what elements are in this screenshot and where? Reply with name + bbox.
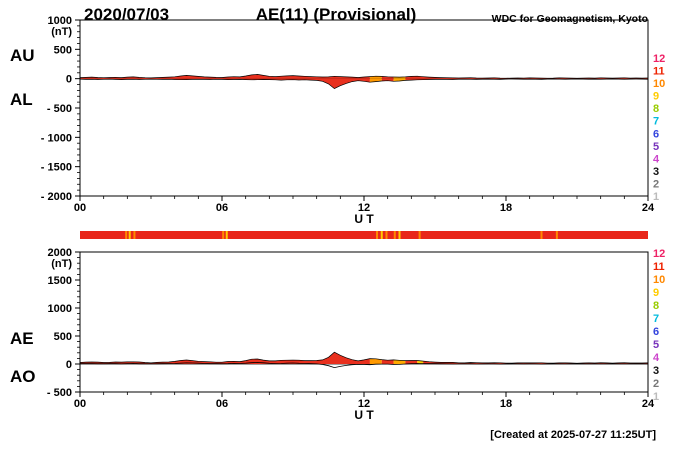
bottom-panel-series-AE-line <box>79 351 649 364</box>
x-tick-label: 00 <box>74 398 86 410</box>
bottom-panel-series-AE-area <box>381 359 394 364</box>
panel-label-au: AU <box>10 46 35 65</box>
top-panel-series-AU-area <box>80 74 370 79</box>
plot-title: AE(11) (Provisional) <box>255 5 417 24</box>
availability-bar-mark <box>133 231 136 239</box>
availability-bar-mark <box>376 231 379 239</box>
legend-count-6: 6 <box>653 326 659 338</box>
x-tick-label: 00 <box>74 202 86 214</box>
legend-count-7: 7 <box>653 313 659 325</box>
y-tick-label: 0 <box>66 359 72 371</box>
x-tick-label: 06 <box>216 202 228 214</box>
legend-count-12: 12 <box>653 248 665 260</box>
panel-label-ao: AO <box>10 367 36 386</box>
created-at-note: [Created at 2025-07-27 11:25UT] <box>490 429 656 441</box>
y-tick-label: - 500 <box>47 387 72 399</box>
legend-count-10: 10 <box>653 274 665 286</box>
y-tick-label: - 2000 <box>41 191 72 203</box>
availability-bar-mark <box>222 231 225 239</box>
x-tick-label: 18 <box>500 398 512 410</box>
bottom-panel-series-AE-area <box>393 359 406 364</box>
top-panel-series-AU-line <box>79 74 649 79</box>
legend-count-4: 4 <box>653 352 660 364</box>
y-tick-label: 0 <box>66 74 72 86</box>
legend-count-2: 2 <box>653 378 659 390</box>
availability-bar-mark <box>418 231 421 239</box>
y-tick-label: 2000 <box>48 247 72 259</box>
availability-bar-mark <box>225 231 228 239</box>
top-panel-series-AL-area <box>80 78 370 89</box>
bottom-panel: 2000 1500 1000 500 0 - 500 (nT) 00 06 12 18 24 U T <box>47 247 655 422</box>
y-tick-label: 1500 <box>48 275 72 287</box>
legend-count-5: 5 <box>653 141 659 153</box>
y-tick-label: 1000 <box>48 303 72 315</box>
top-panel-series-AL-line <box>79 78 649 90</box>
legend-count-9: 9 <box>653 287 659 299</box>
x-tick-label: 12 <box>358 398 370 410</box>
panel-label-ae: AE <box>10 329 34 348</box>
bottom-panel-frame <box>79 251 649 393</box>
panel-label-al: AL <box>10 90 33 109</box>
bottom-panel-series-AO-line <box>80 362 648 369</box>
legend-count-1: 1 <box>653 391 659 403</box>
legend-count-11: 11 <box>653 261 665 273</box>
station-availability-bar <box>80 231 648 239</box>
y-tick-label: - 1500 <box>41 162 72 174</box>
top-panel-series-AU-area <box>369 76 382 79</box>
legend-count-1: 1 <box>653 191 659 203</box>
x-tick-label: 06 <box>216 398 228 410</box>
legend-count-5: 5 <box>653 339 659 351</box>
y-tick-label: - 500 <box>47 103 72 115</box>
legend-count-11: 11 <box>653 66 665 78</box>
legend-count-2: 2 <box>653 178 659 190</box>
legend-count-3: 3 <box>653 166 659 178</box>
legend-count-8: 8 <box>653 103 659 115</box>
legend-count-6: 6 <box>653 128 659 140</box>
availability-bar-mark <box>380 231 383 239</box>
bottom-panel-series-AE-area <box>369 358 382 364</box>
y-axis-unit: (nT) <box>51 26 72 38</box>
availability-bar-mark <box>398 231 401 239</box>
y-tick-label: 500 <box>54 331 72 343</box>
availability-bar-mark <box>540 231 543 239</box>
legend-count-12: 12 <box>653 53 665 65</box>
top-panel-series-AL-area <box>369 78 382 83</box>
x-tick-label: 24 <box>642 398 655 410</box>
y-axis-unit: (nT) <box>51 258 72 270</box>
legend-count-4: 4 <box>653 153 660 165</box>
availability-bar-mark <box>125 231 128 239</box>
availability-bar-mark <box>393 231 396 239</box>
x-axis-title: U T <box>354 212 374 226</box>
x-tick-label: 12 <box>358 202 370 214</box>
y-tick-label: 500 <box>54 44 72 56</box>
top-panel: 1000 500 0 - 500 - 1000 - 1500 - 2000 (nT) 00 06 1… <box>41 15 655 226</box>
y-tick-label: - 1000 <box>41 132 72 144</box>
top-panel-frame <box>79 19 649 197</box>
x-tick-label: 18 <box>500 202 512 214</box>
x-axis-title: U T <box>354 408 374 422</box>
availability-bar-mark <box>555 231 558 239</box>
legend-count-7: 7 <box>653 116 659 128</box>
availability-bar-mark <box>385 231 388 239</box>
date-label: 2020/07/03 <box>84 5 170 24</box>
bottom-panel-series-AE-area <box>423 361 648 364</box>
legend-count-3: 3 <box>653 365 659 377</box>
y-tick-label: 1000 <box>48 15 72 27</box>
availability-bar-base <box>80 231 648 239</box>
legend-count-10: 10 <box>653 78 665 90</box>
source-label: WDC for Geomagnetism, Kyoto <box>491 13 648 25</box>
x-tick-label: 24 <box>642 202 655 214</box>
legend-count-8: 8 <box>653 300 659 312</box>
availability-bar-mark <box>128 231 131 239</box>
bottom-panel-series-AE-area <box>80 352 370 364</box>
legend-count-9: 9 <box>653 91 659 103</box>
